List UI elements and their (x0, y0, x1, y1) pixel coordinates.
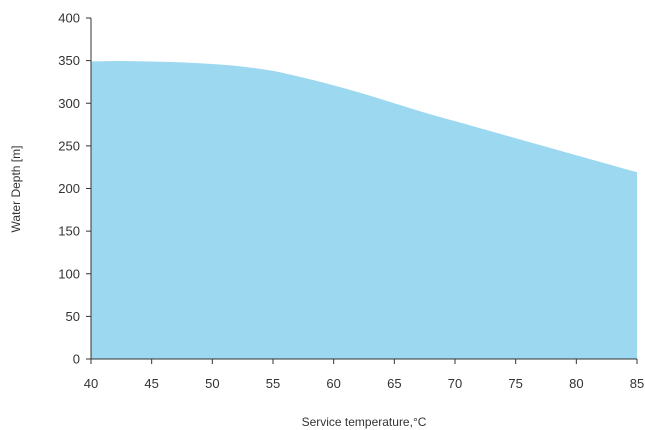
y-tick-label: 250 (58, 138, 80, 153)
x-tick-label: 45 (144, 376, 158, 391)
y-tick-label: 150 (58, 224, 80, 239)
y-tick-label: 50 (66, 309, 80, 324)
x-tick-label: 75 (508, 376, 522, 391)
x-tick-label: 80 (569, 376, 583, 391)
y-tick-label: 300 (58, 96, 80, 111)
x-tick-label: 70 (448, 376, 462, 391)
y-tick-label: 350 (58, 53, 80, 68)
x-tick-label: 50 (205, 376, 219, 391)
y-tick-label: 200 (58, 181, 80, 196)
x-tick-label: 60 (326, 376, 340, 391)
x-tick-label: 65 (387, 376, 401, 391)
x-tick-label: 40 (84, 376, 98, 391)
axes: 0 50 100 150 200 250 300 350 400 40 45 50 55 60 65 70 75… (58, 11, 644, 392)
area-fill (91, 61, 637, 360)
y-tick-label: 400 (58, 11, 80, 26)
y-tick-label: 100 (58, 266, 80, 281)
y-axis-title: Water Depth [m] (9, 146, 23, 233)
y-tick-label: 0 (73, 352, 80, 367)
x-tick-label: 85 (630, 376, 644, 391)
x-tick-label: 55 (266, 376, 280, 391)
plot-area (91, 61, 637, 360)
x-axis-title: Service temperature,°C (302, 415, 427, 429)
